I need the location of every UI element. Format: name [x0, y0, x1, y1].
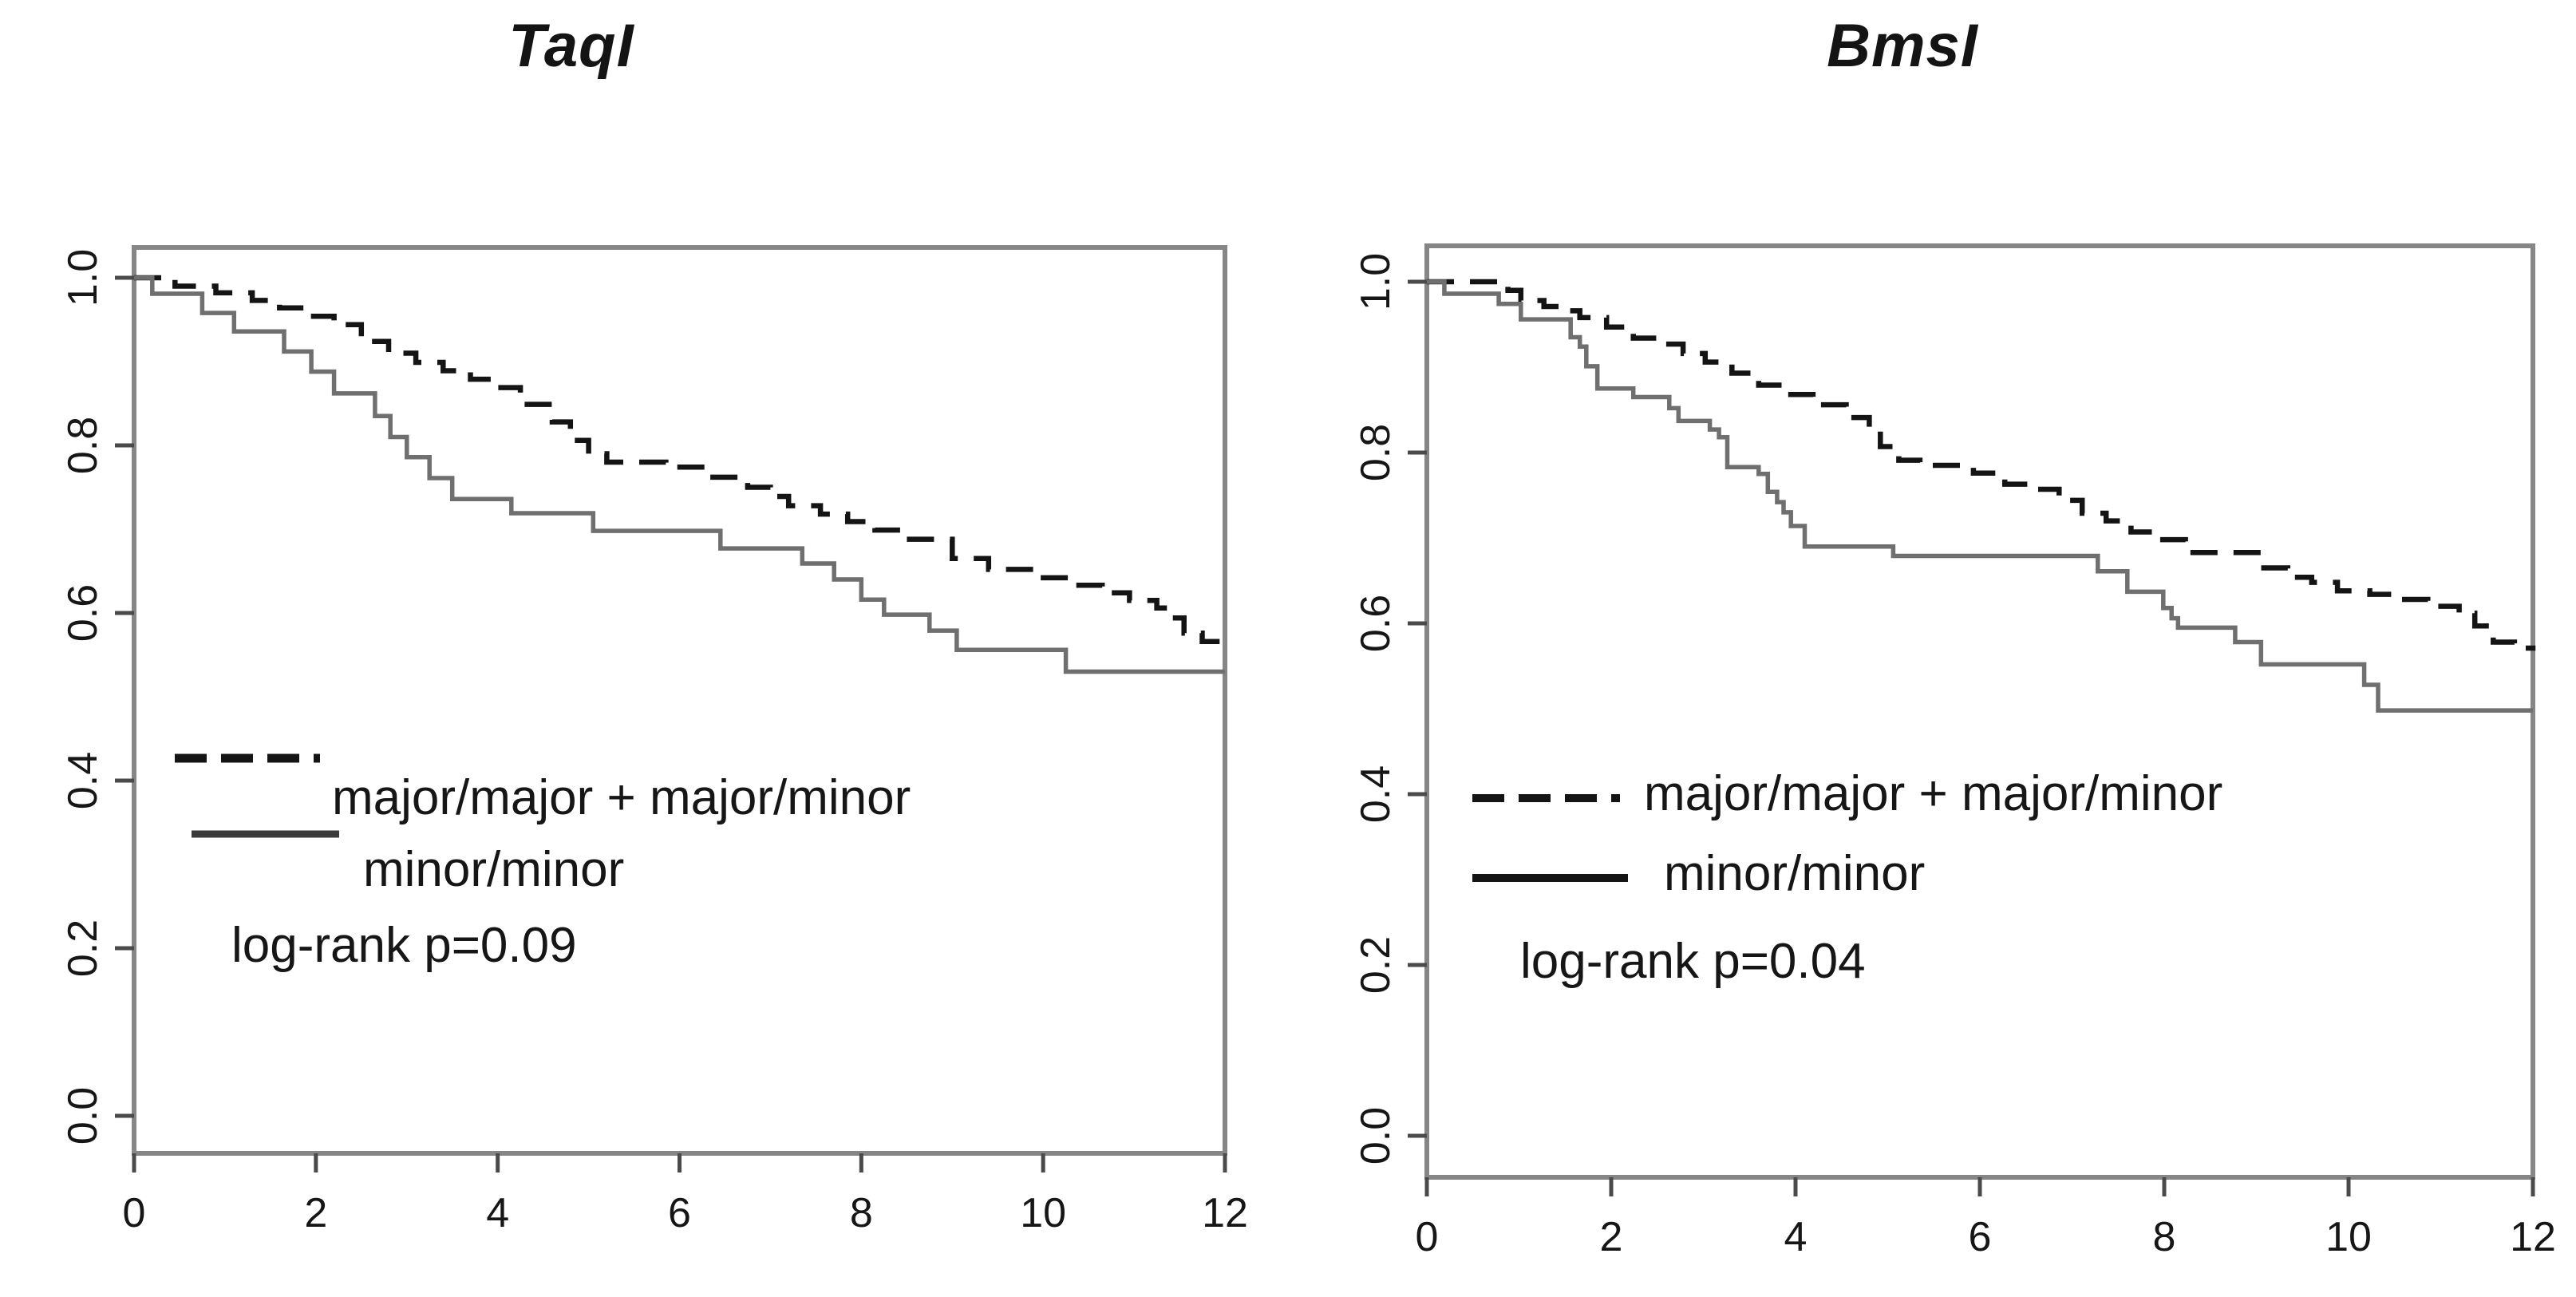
svg-text:12: 12 — [1202, 1190, 1248, 1236]
svg-text:0.4: 0.4 — [60, 752, 106, 809]
svg-text:0.6: 0.6 — [60, 584, 106, 642]
svg-text:0.0: 0.0 — [1353, 1107, 1399, 1165]
svg-text:10: 10 — [2325, 1214, 2372, 1260]
bmsi-chart-title: BmsI — [1827, 12, 1978, 80]
legend-label-solid: minor/minor — [363, 842, 625, 897]
svg-text:6: 6 — [668, 1190, 691, 1236]
svg-text:0: 0 — [1416, 1214, 1439, 1260]
svg-text:0.2: 0.2 — [60, 919, 106, 977]
svg-text:0: 0 — [123, 1190, 146, 1236]
svg-text:0.0: 0.0 — [60, 1087, 106, 1145]
bmsi-chart-panel: BmsI 1.0 0.8 0.6 0.4 0.2 0.0 0 2 4 6 8 10 12 major/m… — [1288, 0, 2576, 1297]
svg-text:0.8: 0.8 — [1353, 424, 1399, 481]
svg-text:10: 10 — [1020, 1190, 1066, 1236]
svg-text:0.2: 0.2 — [1353, 936, 1399, 994]
svg-text:6: 6 — [1969, 1214, 1992, 1260]
taqi-chart-title: TaqI — [508, 12, 634, 80]
svg-text:8: 8 — [2153, 1214, 2176, 1260]
svg-text:2: 2 — [1600, 1214, 1623, 1260]
svg-text:1.0: 1.0 — [60, 249, 106, 306]
svg-text:1.0: 1.0 — [1353, 253, 1399, 310]
svg-text:8: 8 — [850, 1190, 873, 1236]
log-rank-p-value: log-rank p=0.09 — [231, 918, 577, 973]
taqi-chart-panel: TaqI 1.0 0.8 0.6 0.4 0.2 0.0 0 2 4 6 8 10 12 major/m… — [60, 12, 1248, 1236]
svg-text:2: 2 — [304, 1190, 327, 1236]
legend-label-dashed: major/major + major/minor — [332, 770, 911, 825]
svg-text:12: 12 — [2510, 1214, 2556, 1260]
bmsi-chart-canvas: 1.0 0.8 0.6 0.4 0.2 0.0 0 2 4 6 8 10 12 — [1353, 243, 2556, 1260]
legend-label-solid: minor/minor — [1664, 846, 1926, 901]
svg-text:0.4: 0.4 — [1353, 765, 1399, 823]
taqi-chart-canvas: 1.0 0.8 0.6 0.4 0.2 0.0 0 2 4 6 8 10 12 — [60, 245, 1248, 1236]
svg-text:4: 4 — [1784, 1214, 1808, 1260]
svg-text:0.8: 0.8 — [60, 417, 106, 474]
svg-text:0.6: 0.6 — [1353, 595, 1399, 652]
log-rank-p-value: log-rank p=0.04 — [1520, 934, 1866, 989]
svg-text:4: 4 — [486, 1190, 509, 1236]
legend-label-dashed: major/major + major/minor — [1644, 766, 2223, 821]
